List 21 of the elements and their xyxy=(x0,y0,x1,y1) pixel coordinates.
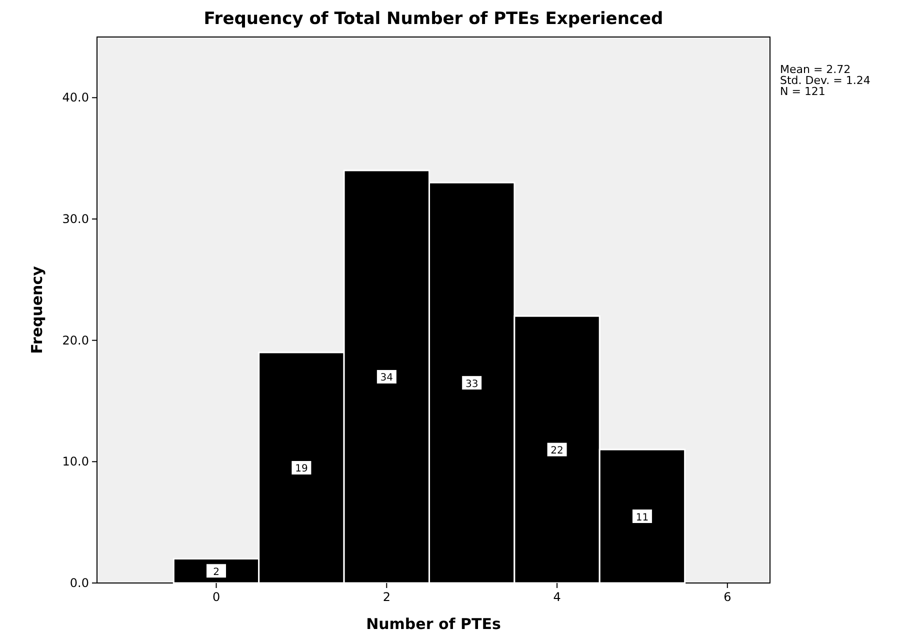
data-label: 19 xyxy=(295,464,308,475)
data-label: 2 xyxy=(213,566,220,578)
data-label: 11 xyxy=(636,512,649,524)
data-label: 33 xyxy=(465,378,478,390)
text: N = 121 xyxy=(780,85,826,98)
y-tick-label: 20.0 xyxy=(62,333,89,348)
y-tick-label: 0.0 xyxy=(70,576,89,590)
y-tick-label: 10.0 xyxy=(62,454,89,469)
y-tick-label: 30.0 xyxy=(62,212,89,226)
x-tick-label: 4 xyxy=(553,590,561,604)
data-label: 34 xyxy=(380,372,394,384)
x-tick-label: 6 xyxy=(724,590,732,604)
chart-title: Frequency of Total Number of PTEs Experienced xyxy=(204,9,664,29)
text: Std. Dev. = 1.24 xyxy=(780,74,870,87)
y-axis-title: Frequency xyxy=(28,266,46,354)
x-tick-label: 0 xyxy=(212,590,220,604)
text: Mean = 2.72 xyxy=(780,63,851,76)
x-axis-title: Number of PTEs xyxy=(366,615,501,633)
data-label: 22 xyxy=(550,446,564,457)
y-tick-label: 40.0 xyxy=(62,90,89,105)
x-tick-label: 2 xyxy=(382,590,390,604)
